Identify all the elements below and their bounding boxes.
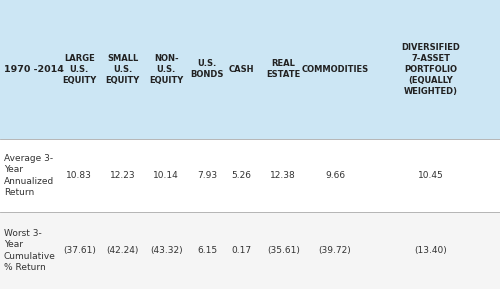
Text: 0.17: 0.17 (232, 246, 252, 255)
Text: 10.45: 10.45 (418, 171, 444, 180)
Text: SMALL
U.S.
EQUITY: SMALL U.S. EQUITY (106, 54, 140, 85)
Text: Average 3-
Year
Annualized
Return: Average 3- Year Annualized Return (4, 154, 54, 197)
Text: 9.66: 9.66 (325, 171, 345, 180)
Text: U.S.
BONDS: U.S. BONDS (190, 59, 224, 79)
Text: DIVERSIFIED
7-ASSET
PORTFOLIO
(EQUALLY
WEIGHTED): DIVERSIFIED 7-ASSET PORTFOLIO (EQUALLY W… (401, 43, 460, 96)
Text: REAL
ESTATE: REAL ESTATE (266, 59, 300, 79)
Bar (0, 139, 500, 212)
Text: 6.15: 6.15 (197, 246, 217, 255)
Text: (39.72): (39.72) (318, 246, 352, 255)
Bar (0, 0, 500, 139)
Text: (13.40): (13.40) (414, 246, 447, 255)
Text: 7.93: 7.93 (197, 171, 217, 180)
Bar (0, 212, 500, 289)
Text: LARGE
U.S.
EQUITY: LARGE U.S. EQUITY (62, 54, 96, 85)
Text: CASH: CASH (229, 65, 254, 74)
Text: (42.24): (42.24) (106, 246, 139, 255)
Text: COMMODITIES: COMMODITIES (302, 65, 368, 74)
Text: 1970 -2014: 1970 -2014 (4, 65, 64, 74)
Text: 12.38: 12.38 (270, 171, 296, 180)
Text: Worst 3-
Year
Cumulative
% Return: Worst 3- Year Cumulative % Return (4, 229, 56, 272)
Text: (43.32): (43.32) (150, 246, 182, 255)
Text: 10.83: 10.83 (66, 171, 92, 180)
Text: NON-
U.S.
EQUITY: NON- U.S. EQUITY (149, 54, 184, 85)
Text: 12.23: 12.23 (110, 171, 136, 180)
Text: 5.26: 5.26 (232, 171, 252, 180)
Text: (37.61): (37.61) (63, 246, 96, 255)
Text: 10.14: 10.14 (154, 171, 179, 180)
Text: (35.61): (35.61) (267, 246, 300, 255)
